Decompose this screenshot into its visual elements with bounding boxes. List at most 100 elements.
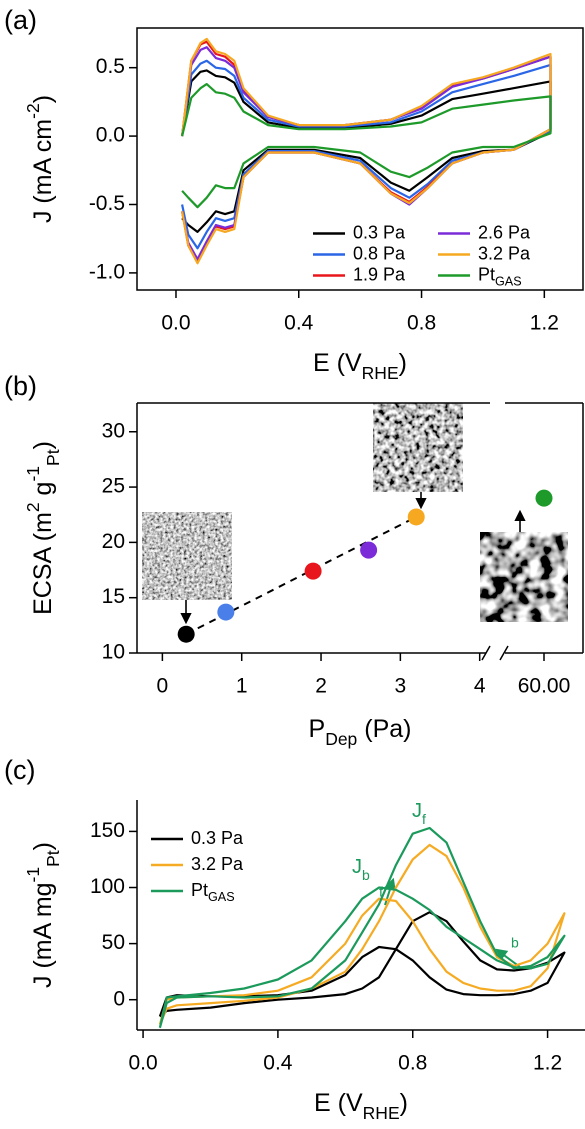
text-part: ) [29, 95, 57, 103]
data-point [360, 541, 378, 559]
data-line [181, 83, 552, 209]
text-part: g [29, 482, 57, 503]
panel-label: (a) [4, 5, 37, 35]
text-part: ) [29, 842, 57, 850]
text-part: -1 [23, 466, 43, 482]
y-tick-label: 30 [102, 419, 125, 442]
text-part: Pt [43, 850, 63, 867]
text-part: RHE [363, 1103, 400, 1123]
text-part: Dep [325, 729, 357, 749]
inset-images [142, 403, 568, 625]
text-part: f [422, 811, 426, 827]
axis-break [481, 645, 491, 661]
data-point [177, 625, 195, 643]
data-point [535, 489, 553, 507]
axis-break [499, 645, 509, 661]
x-axis-label: E (VRHE) [314, 1089, 408, 1123]
y-tick-label: 15 [102, 585, 125, 608]
annotation: Jb [352, 856, 370, 882]
sem-image [480, 532, 568, 622]
plot-frame [136, 27, 584, 291]
text-part: Pt [43, 449, 63, 466]
text-part: J [352, 856, 362, 878]
sem-image [373, 403, 463, 492]
text-part: b [362, 867, 370, 883]
y-tick-label: 0.5 [96, 55, 125, 78]
x-tick-label: 0.4 [263, 1052, 293, 1075]
text-part: RHE [362, 363, 399, 383]
text-part: P [309, 715, 326, 743]
x-axis-label: PDep (Pa) [309, 715, 412, 749]
text-part: -2 [23, 103, 43, 119]
y-tick-label: -0.5 [89, 192, 125, 215]
y-tick-label: 100 [90, 875, 125, 898]
text-part: ECSA (m [29, 512, 57, 615]
text-part: Pt [191, 880, 208, 900]
text-part: ) [400, 1089, 408, 1117]
arrow [384, 877, 396, 906]
x-tick-label: 0.8 [407, 312, 436, 335]
panel-label: (c) [4, 755, 35, 785]
legend-label: 1.9 Pa [353, 264, 406, 284]
text-part: ) [29, 441, 57, 449]
x-tick-label: 60.00 [518, 675, 571, 698]
sweep-arrows [384, 877, 521, 968]
y-tick-label: 20 [102, 530, 125, 553]
legend-label: 3.2 Pa [478, 243, 531, 263]
y-tick-label: 50 [102, 931, 125, 954]
text-part: J [412, 800, 422, 822]
x-tick-label: 0 [157, 675, 169, 698]
text-part: E (V [313, 349, 362, 377]
x-tick-label: 0.0 [161, 312, 190, 335]
text-part: J (mA cm [29, 119, 57, 223]
y-axis-label: J (mA cm-2) [23, 95, 57, 223]
text-part: 2 [23, 502, 43, 512]
x-tick-label: 1.2 [533, 1052, 562, 1075]
y-tick-label: 0.0 [96, 124, 125, 147]
y-tick-label: 0 [113, 987, 125, 1010]
x-tick-label: 1 [236, 675, 248, 698]
text-part: E (V [314, 1089, 363, 1117]
panel-label: (b) [4, 371, 37, 401]
data-line [158, 911, 566, 1018]
y-tick-label: -1.0 [89, 260, 125, 283]
data-point [217, 603, 235, 621]
text-part: Pt [478, 264, 495, 284]
legend-label: PtGAS [191, 880, 235, 905]
y-axis-label: J (mA mg-1Pt) [23, 842, 63, 988]
y-axis-label: ECSA (m2 g-1Pt) [23, 441, 63, 615]
text-part: GAS [495, 275, 522, 289]
sem-image [142, 512, 232, 600]
data-point [304, 562, 322, 580]
text-part: ) [399, 349, 407, 377]
data-line [158, 826, 566, 1029]
text-part: J (mA mg [29, 882, 57, 988]
legend-label: 3.2 Pa [191, 854, 244, 874]
x-tick-label: 2 [315, 675, 327, 698]
legend-label: 0.3 Pa [353, 222, 406, 242]
y-tick-label: 25 [102, 475, 125, 498]
text-part: (Pa) [357, 715, 411, 743]
y-tick-label: 150 [90, 819, 125, 842]
x-tick-label: 0.4 [284, 312, 314, 335]
legend-label: 0.3 Pa [191, 828, 244, 848]
x-tick-label: 0.8 [398, 1052, 427, 1075]
y-tick-label: 10 [102, 641, 125, 664]
annotation: b [511, 935, 519, 951]
legend-label: 2.6 Pa [478, 222, 531, 242]
x-tick-label: 0.0 [128, 1052, 157, 1075]
annotation: f [379, 884, 383, 900]
data-line [158, 843, 566, 1025]
x-tick-label: 4 [474, 675, 486, 698]
x-tick-label: 3 [395, 675, 407, 698]
data-point [407, 508, 425, 526]
x-axis-label: E (VRHE) [313, 349, 407, 383]
legend-label: 0.8 Pa [353, 243, 406, 263]
text-part: -1 [23, 867, 43, 883]
x-tick-label: 1.2 [530, 312, 559, 335]
annotation: Jf [412, 800, 426, 826]
legend-label: PtGAS [478, 264, 522, 289]
text-part: GAS [208, 890, 235, 904]
